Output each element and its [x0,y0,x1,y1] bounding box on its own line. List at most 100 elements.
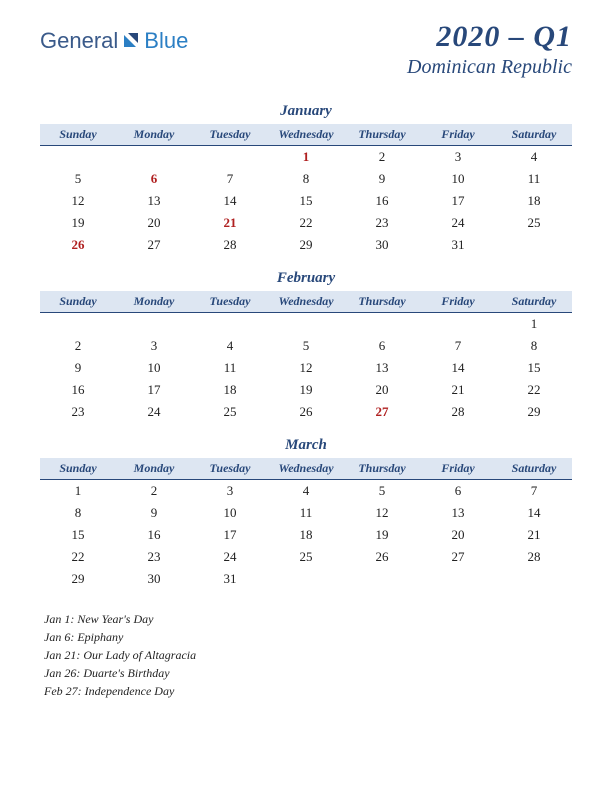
holidays-list: Jan 1: New Year's DayJan 6: EpiphanyJan … [40,610,572,700]
calendar-row: 891011121314 [40,502,572,524]
day-header: Sunday [40,458,116,480]
calendar-cell: 24 [192,546,268,568]
holiday-item: Jan 26: Duarte's Birthday [44,664,572,682]
header: General Blue 2020 – Q1 Dominican Republi… [40,20,572,79]
calendar-cell: 19 [40,212,116,234]
calendar-cell: 4 [268,480,344,503]
calendar-cell [496,568,572,590]
calendar-cell: 12 [344,502,420,524]
calendar-cell: 27 [116,234,192,256]
calendar-cell: 11 [496,168,572,190]
logo: General Blue [40,28,188,54]
calendar-cell: 8 [496,335,572,357]
calendar-cell: 13 [116,190,192,212]
calendar-cell [268,313,344,336]
calendar-table: SundayMondayTuesdayWednesdayThursdayFrid… [40,458,572,590]
calendar-row: 1 [40,313,572,336]
calendar-cell: 10 [192,502,268,524]
calendar-cell: 22 [268,212,344,234]
calendar-cell: 14 [420,357,496,379]
calendar-cell: 7 [420,335,496,357]
calendar-cell [40,146,116,169]
month-name: March [40,437,572,454]
day-header: Wednesday [268,124,344,146]
calendar-row: 15161718192021 [40,524,572,546]
calendar-cell: 5 [40,168,116,190]
day-header: Thursday [344,291,420,313]
calendar-cell [116,146,192,169]
calendar-cell: 2 [344,146,420,169]
calendar-cell [192,313,268,336]
calendar-cell [344,568,420,590]
month-block: FebruarySundayMondayTuesdayWednesdayThur… [40,270,572,423]
calendar-cell [192,146,268,169]
month-block: March SundayMondayTuesdayWednesdayThursda… [40,437,572,590]
title-block: 2020 – Q1 Dominican Republic [407,20,572,79]
calendar-cell: 24 [116,401,192,423]
calendar-cell: 13 [420,502,496,524]
calendar-cell: 2 [40,335,116,357]
day-header: Tuesday [192,291,268,313]
calendar-cell: 29 [496,401,572,423]
day-header: Monday [116,291,192,313]
calendar-cell: 3 [420,146,496,169]
calendar-cell: 3 [116,335,192,357]
calendar-row: 2345678 [40,335,572,357]
country-title: Dominican Republic [407,56,572,79]
day-header: Saturday [496,124,572,146]
logo-arrow-icon [122,29,142,54]
logo-text-blue: Blue [144,28,188,54]
calendar-cell: 21 [192,212,268,234]
calendar-row: 1234 [40,146,572,169]
calendar-cell [496,234,572,256]
calendar-cell: 11 [192,357,268,379]
day-header: Wednesday [268,458,344,480]
calendar-cell: 25 [268,546,344,568]
calendar-cell: 18 [496,190,572,212]
calendar-cell: 11 [268,502,344,524]
day-header: Friday [420,291,496,313]
calendar-cell: 27 [344,401,420,423]
calendar-cell: 7 [192,168,268,190]
calendar-row: 262728293031 [40,234,572,256]
month-name: February [40,270,572,287]
calendar-cell: 4 [192,335,268,357]
calendar-cell: 9 [116,502,192,524]
calendar-cell: 29 [40,568,116,590]
calendar-cell: 17 [116,379,192,401]
day-header: Sunday [40,124,116,146]
calendar-cell: 24 [420,212,496,234]
calendar-cell: 6 [116,168,192,190]
calendar-cell: 10 [116,357,192,379]
calendar-cell: 28 [496,546,572,568]
calendar-cell: 23 [344,212,420,234]
calendar-cell [420,568,496,590]
day-header: Thursday [344,458,420,480]
calendar-cell: 13 [344,357,420,379]
calendar-table: SundayMondayTuesdayWednesdayThursdayFrid… [40,124,572,256]
day-header: Monday [116,458,192,480]
calendar-cell: 22 [496,379,572,401]
calendar-cell: 23 [40,401,116,423]
calendar-row: 23242526272829 [40,401,572,423]
calendar-cell: 30 [344,234,420,256]
calendar-row: 1234567 [40,480,572,503]
calendar-cell: 20 [116,212,192,234]
day-header: Friday [420,458,496,480]
calendar-cell: 12 [268,357,344,379]
calendar-cell: 7 [496,480,572,503]
calendar-cell: 1 [268,146,344,169]
day-header: Monday [116,124,192,146]
calendar-cell: 18 [268,524,344,546]
calendar-cell: 28 [420,401,496,423]
calendar-cell [344,313,420,336]
day-header: Tuesday [192,124,268,146]
calendar-cell: 12 [40,190,116,212]
calendar-cell: 28 [192,234,268,256]
day-header: Friday [420,124,496,146]
calendar-cell [40,313,116,336]
calendar-cell: 10 [420,168,496,190]
calendar-cell: 16 [344,190,420,212]
calendar-row: 9101112131415 [40,357,572,379]
calendar-cell: 1 [496,313,572,336]
